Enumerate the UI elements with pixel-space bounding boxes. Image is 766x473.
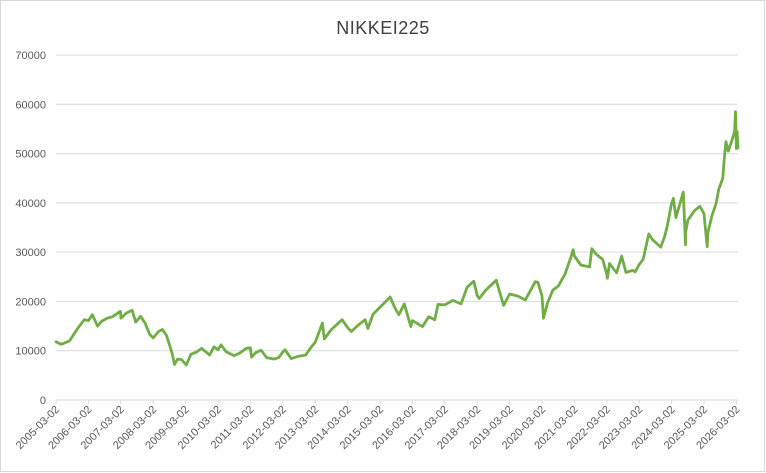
y-tick-label: 60000: [15, 99, 46, 111]
y-axis-ticks: 0 10000 20000 30000 40000 50000 60000 70000: [15, 50, 46, 407]
y-tick-label: 40000: [15, 198, 46, 210]
y-tick-label: 20000: [15, 296, 46, 308]
series-group: [54, 110, 740, 367]
y-tick-label: 50000: [15, 149, 46, 161]
chart-title: NIKKEI225: [336, 18, 430, 38]
y-tick-label: 30000: [15, 247, 46, 259]
gridlines: [56, 54, 738, 401]
y-tick-label: 70000: [15, 50, 46, 62]
x-axis-ticks: 2005-03-022006-03-022007-03-022008-03-02…: [14, 400, 743, 452]
series-line-0: [54, 110, 740, 367]
y-tick-label: 10000: [15, 346, 46, 358]
y-tick-label: 0: [40, 395, 46, 407]
